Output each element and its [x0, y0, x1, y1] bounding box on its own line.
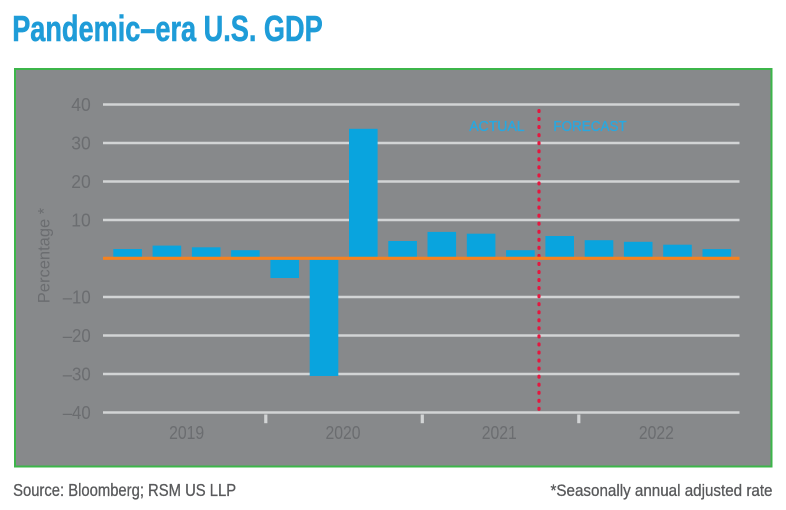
svg-text:–40: –40	[63, 402, 91, 423]
svg-text:Pandemic–era U.S. GDP: Pandemic–era U.S. GDP	[12, 8, 323, 49]
svg-text:–30: –30	[63, 364, 91, 385]
svg-text:2020: 2020	[326, 423, 361, 443]
svg-text:ACTUAL: ACTUAL	[469, 119, 524, 135]
svg-text:20: 20	[71, 171, 91, 192]
svg-text:10: 10	[71, 210, 91, 231]
svg-text:Source: Bloomberg; RSM US LLP: Source: Bloomberg; RSM US LLP	[13, 480, 236, 500]
svg-text:40: 40	[71, 94, 91, 115]
svg-text:2021: 2021	[482, 423, 517, 443]
svg-text:FORECAST: FORECAST	[553, 119, 626, 135]
svg-text:2022: 2022	[639, 423, 674, 443]
svg-text:30: 30	[71, 133, 91, 154]
svg-text:–10: –10	[63, 287, 91, 308]
svg-text:2019: 2019	[169, 423, 204, 443]
svg-text:–20: –20	[63, 325, 91, 346]
svg-text:Percentage *: Percentage *	[36, 207, 54, 303]
svg-text:*Seasonally annual adjusted ra: *Seasonally annual adjusted rate	[551, 481, 773, 500]
